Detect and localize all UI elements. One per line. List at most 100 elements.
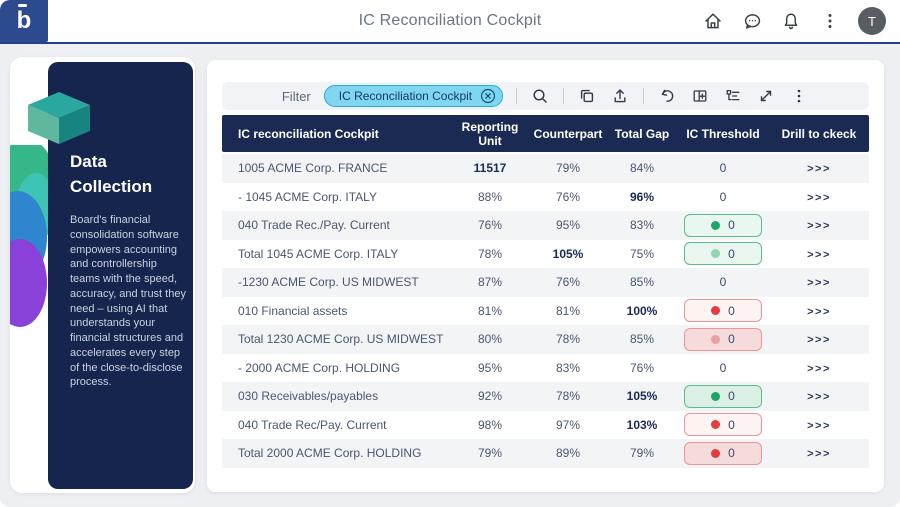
drill-cell: >>> [769,389,869,403]
status-dot-icon [711,306,721,316]
counterpart-value: 81% [555,303,581,318]
table-row: -1230 ACME Corp. US MIDWEST 87% 76% 85% 0 >>> [222,268,869,297]
col-header-drill: Drill to ckeck [781,126,857,141]
main-content: Data Collection Board's financial consol… [0,44,900,507]
col-header-counterpart: Counterpart [533,126,603,141]
ic-threshold-cell: 0 [677,327,769,351]
reporting-unit-value: 92% [477,389,503,404]
undo-icon[interactable] [657,86,677,106]
page-title: IC Reconciliation Cockpit [358,12,542,29]
toolbar-divider [643,88,645,104]
total-gap-value: 83% [629,218,655,233]
row-label: 1005 ACME Corp. FRANCE [238,161,388,176]
reconciliation-table: IC reconciliation Cockpit Reporting Unit… [222,115,869,468]
drill-cell: >>> [769,446,869,460]
status-dot-icon [711,334,721,344]
hierarchy-icon[interactable] [723,86,743,106]
cube-icon [28,92,90,144]
ic-threshold-cell: 0 [677,299,769,323]
search-icon[interactable] [530,86,550,106]
row-label: Total 1045 ACME Corp. ITALY [238,246,399,261]
counterpart-value: 83% [555,360,581,375]
total-gap-value: 85% [629,332,655,347]
notifications-icon[interactable] [780,10,802,32]
copy-icon[interactable] [577,86,597,106]
more-icon[interactable] [819,10,841,32]
counterpart-value: 97% [555,417,581,432]
total-gap-value: 75% [629,246,655,261]
reporting-unit-value: 11517 [473,161,507,176]
sidebar-heading: Data Collection [70,152,153,196]
report-toolbar: Filter IC Reconciliation Cockpit [222,82,869,110]
total-gap-value: 85% [629,275,655,290]
drill-link[interactable]: >>> [807,191,831,204]
drill-cell: >>> [769,247,869,261]
expand-icon[interactable] [756,86,776,106]
threshold-badge: 0 [684,213,762,237]
drill-link[interactable]: >>> [807,334,831,347]
ic-threshold-cell: 0 [677,361,769,375]
drill-cell: >>> [769,275,869,289]
decorative-blobs [10,145,56,327]
drill-link[interactable]: >>> [807,277,831,290]
drill-link[interactable]: >>> [807,305,831,318]
drill-link[interactable]: >>> [807,248,831,261]
ic-threshold-cell: 0 [677,275,769,289]
table-row: 040 Trade Rec./Pay. Current 76% 95% 83% 0 >>> [222,211,869,240]
counterpart-value: 89% [555,446,581,461]
total-gap-value: 100% [626,303,658,318]
drill-cell: >>> [769,361,869,375]
reporting-unit-value: 95% [477,360,503,375]
status-dot-icon [711,220,721,230]
ic-threshold-cell: 0 [677,413,769,437]
col-header-name: IC reconciliation Cockpit [238,126,379,141]
chat-icon[interactable] [741,10,763,32]
drill-link[interactable]: >>> [807,448,831,461]
threshold-value: 0 [719,275,727,290]
threshold-value: 0 [728,446,735,461]
drill-link[interactable]: >>> [807,163,831,176]
drill-link[interactable]: >>> [807,220,831,233]
drill-link[interactable]: >>> [807,419,831,432]
board-logo[interactable]: b [0,0,48,42]
sidebar-description: Board's financial consolidation software… [70,214,186,389]
table-row: - 2000 ACME Corp. HOLDING 95% 83% 76% 0 >>> [222,354,869,383]
user-avatar[interactable]: T [858,7,886,35]
col-header-total-gap: Total Gap [614,126,670,141]
toolbar-divider [563,88,565,104]
total-gap-value: 105% [626,389,658,404]
counterpart-value: 76% [555,189,581,204]
row-label: -1230 ACME Corp. US MIDWEST [238,275,419,290]
more-icon[interactable] [789,86,809,106]
export-icon[interactable] [610,86,630,106]
table-row: Total 1230 ACME Corp. US MIDWEST 80% 78% 85… [222,325,869,354]
counterpart-value: 79% [555,161,581,176]
close-icon[interactable] [480,88,496,104]
drill-cell: >>> [769,190,869,204]
total-gap-value: 84% [629,161,655,176]
total-gap-value: 76% [629,360,655,375]
total-gap-value: 79% [629,446,655,461]
reporting-unit-value: 79% [477,446,503,461]
sidebar-card: Data Collection Board's financial consol… [10,57,195,493]
reporting-unit-value: 81% [477,303,503,318]
drill-link[interactable]: >>> [807,362,831,375]
table-row: Total 1045 ACME Corp. ITALY 78% 105% 75% 0 >>… [222,240,869,269]
row-label: Total 1230 ACME Corp. US MIDWEST [238,332,444,347]
table-row: 040 Trade Rec/Pay. Current 98% 97% 103% 0 >>> [222,411,869,440]
drill-link[interactable]: >>> [807,391,831,404]
threshold-value: 0 [719,189,727,204]
table-row: 1005 ACME Corp. FRANCE 11517 79% 84% 0 >>> [222,154,869,183]
home-icon[interactable] [702,10,724,32]
filter-chip[interactable]: IC Reconciliation Cockpit [323,85,504,107]
row-label: 040 Trade Rec./Pay. Current [238,218,390,233]
row-label: 010 Financial assets [238,303,348,318]
add-table-icon[interactable] [690,86,710,106]
threshold-badge: 0 [684,384,762,408]
drill-cell: >>> [769,304,869,318]
row-label: 040 Trade Rec/Pay. Current [238,417,387,432]
ic-threshold-cell: 0 [677,213,769,237]
toolbar-divider [516,88,518,104]
counterpart-value: 78% [555,332,581,347]
